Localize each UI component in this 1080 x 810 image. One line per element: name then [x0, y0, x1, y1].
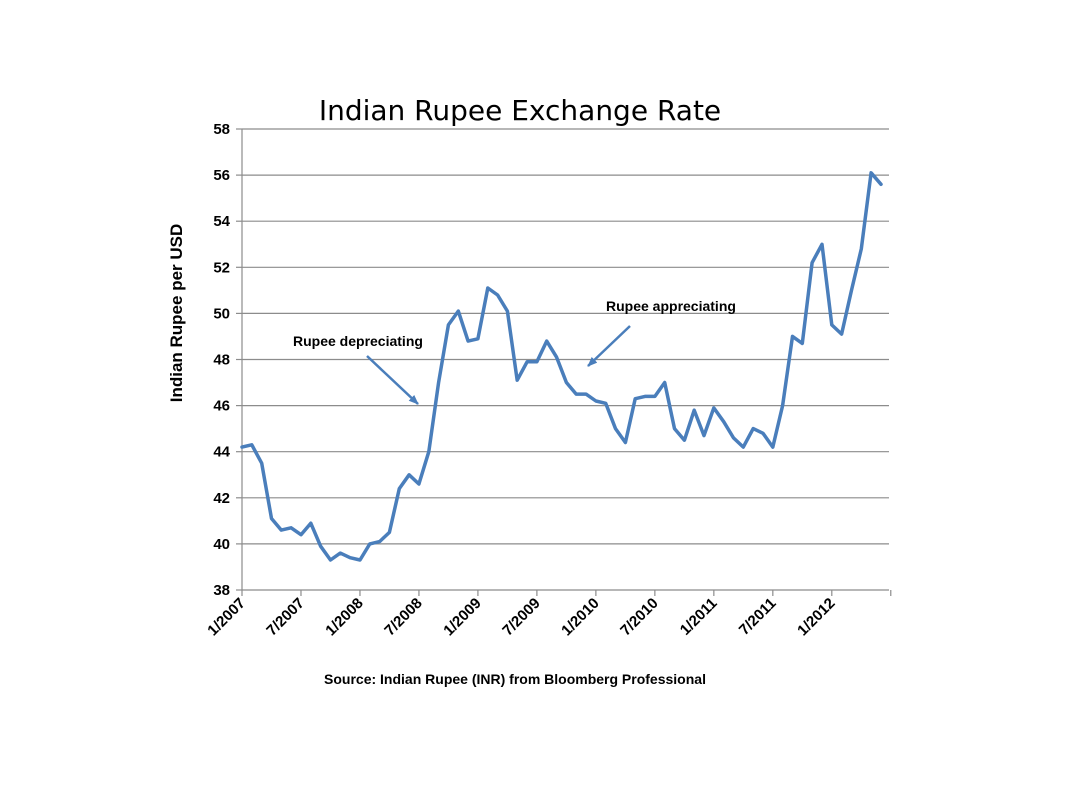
x-tick-label: 7/2009	[499, 595, 543, 639]
y-tick-label: 48	[213, 352, 230, 369]
y-tick-label: 40	[213, 536, 230, 553]
axes	[236, 128, 892, 596]
source-caption: Source: Indian Rupee (INR) from Bloomber…	[324, 671, 706, 687]
x-tick-label: 1/2008	[322, 595, 366, 639]
annotation-appreciating-arrow	[587, 325, 631, 367]
y-tick-label: 56	[213, 167, 230, 184]
y-tick-label: 58	[213, 121, 230, 138]
y-tick-label: 54	[213, 213, 230, 230]
y-tick-label: 42	[213, 490, 230, 507]
series-line-0	[240, 171, 883, 562]
y-tick-label: 38	[213, 582, 230, 599]
x-tick-label: 7/2011	[736, 595, 780, 639]
annotation-appreciating-label: Rupee appreciating	[606, 298, 736, 314]
y-axis-ticks: 38 40 42 44 46 48 50 52 54 56 58	[213, 121, 230, 599]
x-tick-label: 7/2010	[617, 595, 661, 639]
annotation-depreciating: Rupee depreciating	[293, 333, 423, 405]
x-tick-label: 1/2011	[677, 595, 721, 639]
x-tick-label: 1/2010	[558, 595, 602, 639]
x-tick-label: 7/2007	[263, 595, 307, 639]
y-tick-label: 46	[213, 398, 230, 415]
y-tick-label: 50	[213, 305, 230, 322]
x-axis-ticks: 1/2007 7/2007 1/2008 7/2008 1/2009 7/2009 1/20…	[204, 595, 838, 639]
gridlines	[242, 128, 889, 545]
y-tick-label: 52	[213, 259, 230, 276]
annotation-appreciating: Rupee appreciating	[587, 298, 736, 367]
series-group	[240, 171, 883, 562]
annotation-depreciating-label: Rupee depreciating	[293, 333, 423, 349]
annotation-depreciating-arrow	[366, 355, 419, 405]
x-tick-label: 7/2008	[381, 595, 425, 639]
chart-title: Indian Rupee Exchange Rate	[319, 94, 721, 127]
x-tick-label: 1/2012	[794, 595, 838, 639]
y-axis-label: Indian Rupee per USD	[167, 224, 186, 403]
x-tick-label: 1/2007	[204, 595, 248, 639]
y-tick-label: 44	[213, 444, 230, 461]
x-tick-label: 1/2009	[440, 595, 484, 639]
